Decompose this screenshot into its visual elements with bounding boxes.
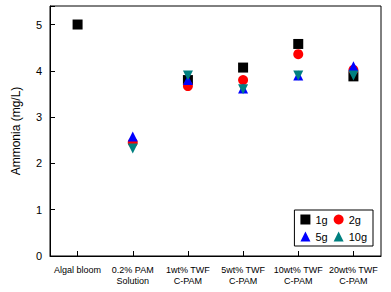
svg-text:3: 3 (36, 111, 42, 123)
svg-text:Ammonia (mg/L): Ammonia (mg/L) (9, 87, 23, 176)
svg-text:2: 2 (36, 157, 42, 169)
svg-text:Algal bloom: Algal bloom (54, 265, 101, 275)
svg-text:C-PAM: C-PAM (229, 276, 257, 286)
svg-text:10wt% TWF: 10wt% TWF (274, 265, 323, 275)
svg-text:1: 1 (36, 204, 42, 216)
svg-text:1g: 1g (315, 214, 327, 226)
svg-text:5: 5 (36, 19, 42, 31)
svg-text:Solution: Solution (116, 276, 149, 286)
svg-text:0.2% PAM: 0.2% PAM (112, 265, 154, 275)
svg-text:4: 4 (36, 65, 42, 77)
svg-text:C-PAM: C-PAM (284, 276, 312, 286)
svg-text:2g: 2g (349, 214, 361, 226)
svg-text:5g: 5g (315, 231, 327, 243)
svg-text:1wt% TWF: 1wt% TWF (166, 265, 210, 275)
svg-text:C-PAM: C-PAM (174, 276, 202, 286)
svg-text:20wt% TWF: 20wt% TWF (329, 265, 378, 275)
svg-text:C-PAM: C-PAM (339, 276, 367, 286)
svg-text:5wt% TWF: 5wt% TWF (221, 265, 265, 275)
svg-text:10g: 10g (349, 231, 367, 243)
svg-text:0: 0 (36, 250, 42, 262)
